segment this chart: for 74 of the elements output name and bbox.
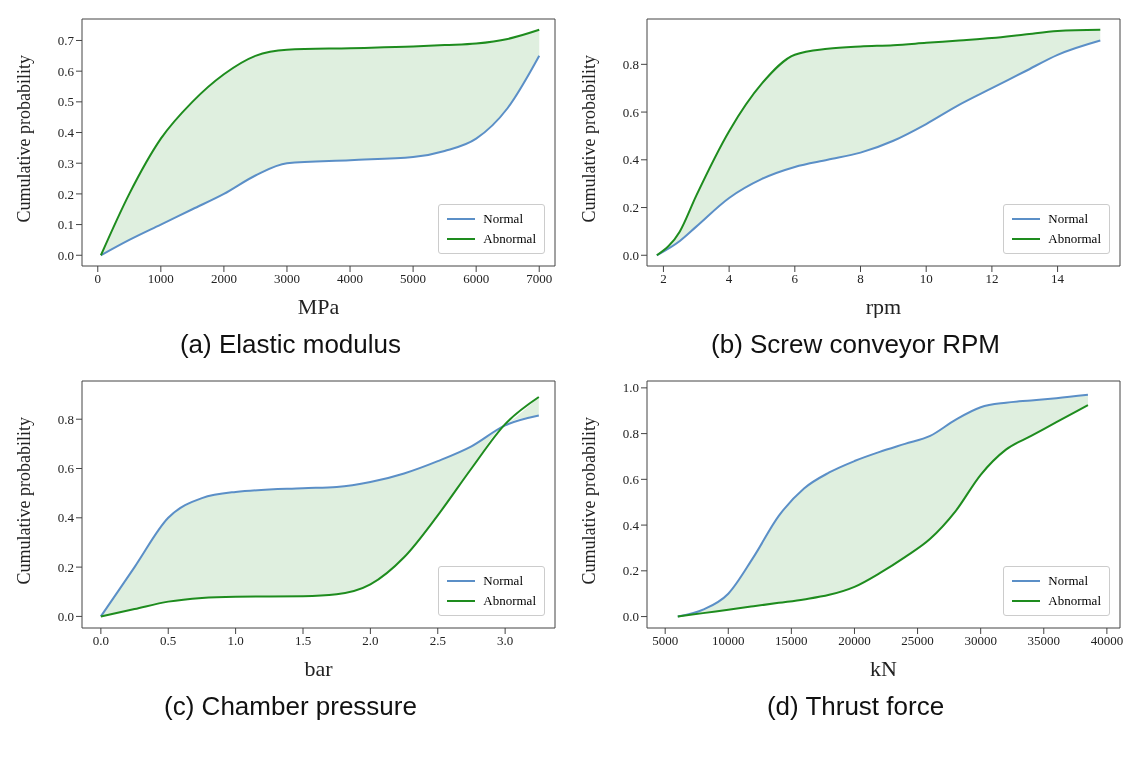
y-tick-label: 0.4	[57, 125, 75, 141]
x-tick-label: 35000	[1027, 633, 1061, 649]
x-tick-label: 2.5	[429, 633, 446, 649]
y-tick-label: 0.6	[57, 63, 75, 79]
y-tick-label: 0.6	[622, 104, 640, 120]
x-tick-label: 4000	[337, 271, 364, 287]
legend-label: Abnormal	[1048, 592, 1101, 610]
y-tick-label: 0.6	[622, 471, 640, 487]
x-axis-title: rpm	[865, 294, 902, 319]
x-tick-label: 15000	[775, 633, 808, 649]
x-tick-label: 6	[791, 271, 799, 287]
x-tick-label: 5000	[652, 633, 679, 649]
x-tick-label: 3000	[273, 271, 300, 287]
x-tick-label: 3.0	[497, 633, 514, 649]
x-tick-label: 2000	[210, 271, 237, 287]
x-tick-label: 6000	[463, 271, 490, 287]
x-tick-label: 2	[660, 271, 667, 287]
y-tick-label: 0.2	[57, 186, 74, 202]
y-tick-label: 1.0	[622, 380, 639, 396]
x-axis-title: MPa	[297, 294, 340, 319]
y-tick-label: 0.0	[622, 609, 639, 625]
y-tick-label: 0.7	[57, 33, 75, 49]
text: (c) Chamber pressure	[163, 690, 418, 723]
y-tick-label: 0.2	[622, 563, 639, 579]
x-tick-label: 30000	[964, 633, 997, 649]
x-tick-label: 7000	[526, 271, 553, 287]
y-tick-label: 0.0	[57, 609, 74, 625]
x-tick-label: 1.5	[294, 633, 312, 649]
x-tick-label: 20000	[838, 633, 871, 649]
y-tick-label: 0.3	[57, 155, 74, 171]
legend-label: Abnormal	[1048, 230, 1101, 248]
x-tick-label: 4	[725, 271, 733, 287]
x-tick-label: 1000	[147, 271, 174, 287]
x-tick-label: 5000	[400, 271, 427, 287]
y-axis-title: Cumulative probability	[14, 417, 35, 585]
y-tick-label: 0.2	[57, 559, 74, 575]
text: (d) Thrust force	[765, 690, 946, 723]
y-tick-label: 0.6	[57, 461, 75, 477]
y-tick-label: 0.1	[57, 217, 74, 233]
legend-label: Normal	[1048, 572, 1088, 590]
y-axis-title: Cumulative probability	[14, 55, 35, 223]
text: (b) Screw conveyor RPM	[710, 328, 1001, 361]
y-tick-label: 0.0	[57, 247, 74, 263]
y-tick-label: 0.8	[622, 56, 639, 72]
legend-label: Normal	[483, 572, 523, 590]
x-tick-label: 8	[857, 271, 864, 287]
x-axis-title: kN	[870, 656, 898, 681]
y-tick-label: 0.8	[622, 426, 639, 442]
y-tick-label: 0.4	[622, 152, 640, 168]
legend-label: Abnormal	[483, 230, 536, 248]
y-tick-label: 0.8	[57, 411, 74, 427]
text: (a) Elastic modulus	[178, 328, 403, 361]
x-tick-label: 1.0	[227, 633, 244, 649]
legend-label: Normal	[1048, 210, 1088, 228]
x-tick-label: 2.0	[362, 633, 379, 649]
x-tick-label: 25000	[901, 633, 934, 649]
x-tick-label: 12	[985, 271, 999, 287]
y-tick-label: 0.0	[622, 247, 639, 263]
legend-label: Normal	[483, 210, 523, 228]
x-tick-label: 10000	[712, 633, 745, 649]
y-axis-title: Cumulative probability	[579, 417, 600, 585]
y-tick-label: 0.4	[622, 517, 640, 533]
y-tick-label: 0.2	[622, 200, 639, 216]
x-axis-title: bar	[304, 656, 334, 681]
x-tick-label: 14	[1051, 271, 1065, 287]
x-tick-label: 0.5	[160, 633, 177, 649]
x-tick-label: 0	[94, 271, 102, 287]
y-axis-title: Cumulative probability	[579, 55, 600, 223]
x-tick-label: 0.0	[92, 633, 109, 649]
y-tick-label: 0.4	[57, 510, 75, 526]
x-tick-label: 10	[919, 271, 933, 287]
legend-label: Abnormal	[483, 592, 536, 610]
x-tick-label: 40000	[1090, 633, 1124, 649]
y-tick-label: 0.5	[57, 94, 74, 110]
